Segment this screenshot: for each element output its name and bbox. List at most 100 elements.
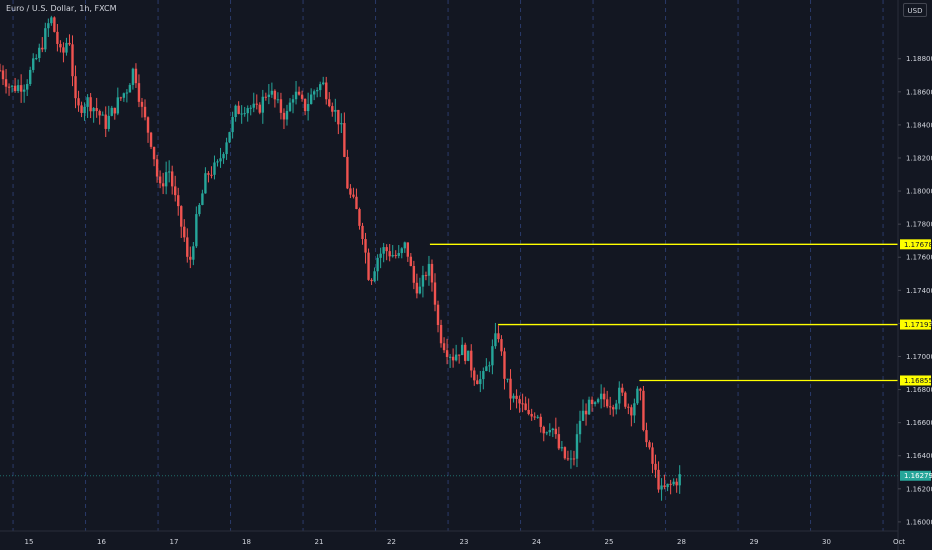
candle-body — [482, 371, 485, 380]
candle-body — [563, 447, 567, 459]
candle-body — [566, 458, 570, 460]
candle-body — [430, 263, 434, 283]
level-price-tag — [900, 375, 931, 386]
candle-body — [485, 366, 488, 372]
candle-body — [25, 84, 29, 90]
candle-body — [174, 186, 177, 196]
candle-body — [261, 96, 265, 113]
candle-body — [237, 105, 240, 114]
time-tick-label: 17 — [170, 538, 179, 546]
time-tick-label: 21 — [315, 538, 324, 546]
candle-body — [488, 365, 491, 367]
candle-body — [621, 387, 624, 393]
candle-body — [651, 447, 654, 464]
candle-body — [149, 132, 153, 147]
candle-body — [509, 378, 512, 399]
candle-body — [663, 485, 666, 488]
candle-body — [397, 253, 400, 256]
candle-body — [309, 94, 313, 105]
candle-body — [252, 103, 255, 108]
candle-body — [669, 483, 672, 485]
candle-body — [288, 102, 292, 111]
price-axis[interactable]: 1.18800 1.18600 1.18400 1.18200 1.18000 1.178… — [898, 55, 932, 526]
time-tick-label: 18 — [242, 538, 251, 546]
price-tick-label: 1.16600 — [906, 419, 932, 427]
candle-body — [291, 99, 295, 103]
level-price-label: 1.17678 — [904, 241, 932, 249]
candle-body — [258, 104, 261, 113]
candle-body — [418, 286, 422, 294]
candle-body — [113, 107, 116, 114]
candle-body — [80, 105, 83, 113]
candle-body — [578, 420, 582, 435]
currency-button[interactable]: USD — [903, 3, 927, 17]
candle-body — [38, 47, 41, 59]
candle-body — [391, 255, 394, 257]
candle-body — [379, 253, 382, 258]
horizontal-levels[interactable] — [0, 243, 898, 477]
candle-body — [225, 142, 228, 155]
candle-body — [161, 183, 165, 187]
candle-body — [569, 458, 573, 460]
candle-body — [62, 47, 65, 53]
candle-body — [312, 91, 316, 95]
candle-body — [460, 344, 464, 356]
price-tick-label: 1.17400 — [906, 287, 932, 295]
candle-body — [164, 172, 168, 187]
candle-body — [32, 58, 35, 70]
candle-body — [660, 485, 663, 490]
candle-body — [602, 393, 606, 400]
candle-body — [273, 90, 277, 100]
candle-body — [119, 97, 123, 99]
candle-body — [627, 406, 630, 408]
candle-body — [367, 252, 370, 280]
candle-body — [186, 237, 189, 257]
candle-body — [297, 91, 301, 95]
candle-body — [276, 99, 280, 101]
candle-body — [382, 247, 385, 254]
candle-body — [436, 304, 440, 326]
candle-body — [358, 209, 361, 226]
candle-body — [92, 108, 95, 112]
candle-body — [464, 344, 467, 361]
candle-body — [29, 69, 32, 85]
candle-body — [467, 350, 470, 361]
candle-body — [319, 84, 322, 91]
candle-body — [134, 68, 138, 84]
time-axis[interactable]: 15 16 17 18 21 22 23 24 25 28 29 30 Oct — [25, 538, 906, 546]
candle-body — [243, 113, 246, 115]
candle-body — [107, 115, 110, 129]
candle-body — [279, 99, 283, 113]
candle-body — [581, 410, 585, 421]
candle-body — [506, 378, 509, 380]
candle-body — [400, 248, 403, 254]
candle-body — [328, 99, 331, 107]
candle-body — [177, 195, 180, 207]
candle-body — [158, 176, 162, 184]
candle-body — [183, 226, 186, 238]
candle-body — [68, 42, 71, 45]
candle-body — [285, 110, 289, 120]
candle-body — [1, 70, 5, 80]
candle-body — [615, 403, 618, 410]
candle-body — [454, 354, 458, 361]
candle-body — [337, 109, 340, 125]
candle-body — [4, 79, 8, 87]
candle-body — [376, 257, 379, 272]
candle-body — [572, 458, 576, 460]
candle-body — [110, 107, 113, 116]
candle-body — [675, 481, 678, 486]
level-price-label: 1.17193 — [904, 321, 932, 329]
candle-body — [445, 350, 449, 357]
candle-body — [53, 17, 56, 32]
candle-body — [518, 398, 521, 404]
candle-body — [427, 263, 431, 276]
time-tick-label: Oct — [893, 538, 905, 546]
time-tick-label: 24 — [532, 538, 541, 546]
candle-body — [334, 109, 337, 112]
candle-body — [50, 17, 53, 24]
candle-body — [521, 403, 524, 405]
candle-body — [231, 117, 234, 133]
candle-body — [551, 428, 555, 431]
